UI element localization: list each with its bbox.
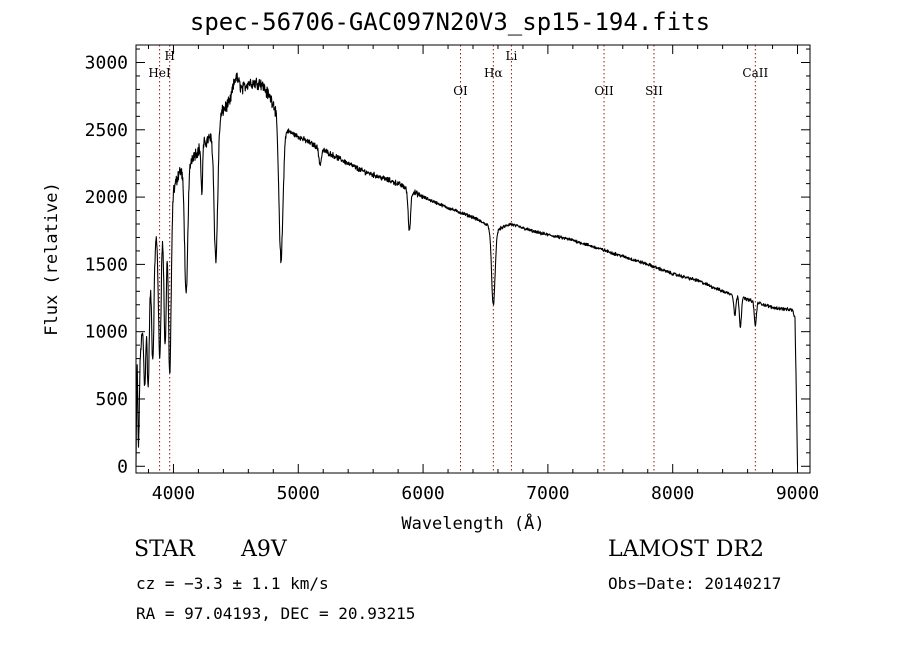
object-type: STAR <box>134 537 195 562</box>
chart-title: spec-56706-GAC097N20V3_sp15-194.fits <box>189 8 711 36</box>
x-tick-label: 6000 <box>401 483 444 504</box>
spectral-subclass: A9V <box>241 537 287 562</box>
redshift-cz: cz = −3.3 ± 1.1 km/s <box>136 574 329 593</box>
y-tick-label: 1500 <box>85 254 128 275</box>
line-marker-label: H <box>164 49 174 63</box>
y-tick-label: 2500 <box>85 120 128 141</box>
line-marker-label: Li <box>506 49 518 63</box>
y-axis-label: Flux (relative) <box>42 182 62 336</box>
line-marker-label: OI <box>453 84 468 98</box>
observation-date: Obs−Date: 20140217 <box>608 574 782 593</box>
line-marker-label: SII <box>645 84 663 98</box>
x-axis-label: Wavelength (Å) <box>401 512 544 534</box>
plot-frame <box>135 44 811 474</box>
x-tick-label: 5000 <box>277 483 320 504</box>
x-axis: 4000 5000 6000 7000 8000 9000 <box>147 45 819 504</box>
y-tick-label: 2000 <box>85 187 128 208</box>
y-tick-label: 500 <box>95 389 128 410</box>
line-marker-label: OII <box>594 84 614 98</box>
line-marker-label: Hα <box>484 66 503 80</box>
line-marker-label: HeI <box>148 66 171 80</box>
y-tick-label: 3000 <box>85 52 128 73</box>
survey-name: LAMOST DR2 <box>608 537 764 562</box>
x-tick-label: 4000 <box>152 483 195 504</box>
y-axis: 0 500 1000 1500 2000 2500 3000 <box>85 48 810 477</box>
spectrum-line <box>135 72 799 467</box>
y-tick-label: 1000 <box>85 322 128 343</box>
x-tick-label: 7000 <box>526 483 569 504</box>
x-tick-label: 8000 <box>651 483 694 504</box>
y-tick-label: 0 <box>117 456 128 477</box>
ra-dec-coordinates: RA = 97.04193, DEC = 20.93215 <box>136 604 416 623</box>
x-tick-label: 9000 <box>776 483 819 504</box>
line-marker-label: CaII <box>742 66 768 80</box>
